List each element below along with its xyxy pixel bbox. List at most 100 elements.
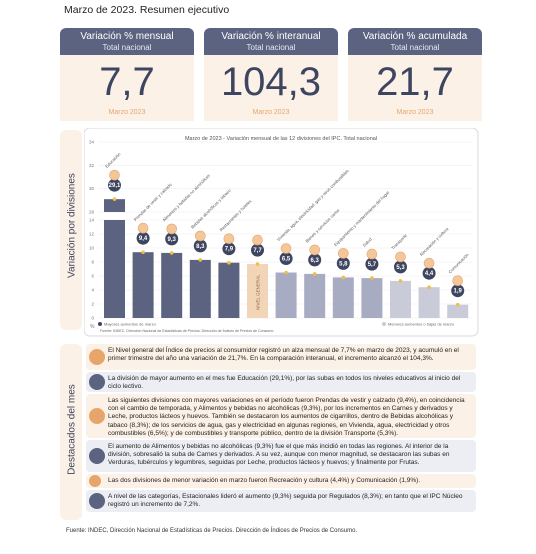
bar-dot <box>427 285 431 289</box>
division-variation-chart: Marzo de 2023 - Variación mensual de las… <box>84 128 479 337</box>
clothing-icon <box>89 408 105 424</box>
kpi-yoy-title: Variación % interanual <box>221 31 321 42</box>
y-tick-label: 6 <box>91 274 94 279</box>
highlight-text: Las dos divisiones de menor variación en… <box>108 477 421 484</box>
kpi-yoy-subtitle: Total nacional <box>246 43 296 52</box>
bar <box>447 304 469 318</box>
highlight-text: A nivel de las categorías, Estacionales … <box>108 493 463 509</box>
y-tick-label: 8 <box>91 260 94 265</box>
kpi-monthly-body: 7,7 Marzo 2023 <box>60 55 194 121</box>
page-title: Marzo de 2023. Resumen ejecutivo <box>64 4 230 16</box>
division-icon <box>195 230 206 242</box>
highlights-title: Destacados del mes <box>66 384 78 475</box>
value-badge <box>108 178 121 192</box>
y-unit-label: % <box>90 324 95 330</box>
division-icon <box>252 234 263 246</box>
chart-title: Marzo de 2023 - Variación mensual de las… <box>185 136 377 142</box>
highlight-item: Las dos divisiones de menor variación en… <box>86 474 476 488</box>
value-badge <box>422 266 436 280</box>
value-badge <box>279 252 293 265</box>
value-badge <box>394 260 407 274</box>
bar-dot <box>312 272 317 276</box>
y-tick-label: 32 <box>89 163 95 168</box>
bar-dot <box>370 276 374 280</box>
value-badge <box>165 232 179 246</box>
bar <box>304 273 326 318</box>
division-icon <box>395 251 406 263</box>
food-icon <box>89 448 105 464</box>
division-icon <box>137 222 149 234</box>
bar <box>390 280 411 318</box>
kpi-cumulative-header: Variación % acumulada Total nacional <box>348 28 482 55</box>
division-icon <box>337 248 349 259</box>
bar-dot <box>198 258 203 262</box>
division-icon <box>280 243 292 254</box>
bar <box>161 252 183 318</box>
bar <box>189 259 211 318</box>
division-icon <box>223 233 235 244</box>
bar-dot <box>255 262 260 266</box>
kpi-cumulative-subtitle: Total nacional <box>390 43 440 52</box>
value-label: 9,4 <box>139 236 148 242</box>
y-tick-label: 30 <box>89 186 95 191</box>
y-tick-label: 0 <box>91 316 94 321</box>
value-badge <box>136 231 150 245</box>
kpi-yoy-value: 104,3 <box>220 60 322 104</box>
kpi-monthly-subtitle: Total nacional <box>102 43 152 52</box>
bar <box>418 287 440 318</box>
legend-marker-light <box>382 322 386 326</box>
value-label: 1,9 <box>454 289 463 295</box>
value-badge <box>308 253 322 267</box>
value-label: 8,3 <box>196 244 205 250</box>
kpi-monthly-period: Marzo 2023 <box>108 109 146 116</box>
value-label: 29,1 <box>109 183 121 189</box>
value-badge <box>193 239 207 253</box>
bar <box>275 272 297 318</box>
highlight-item: La división de mayor aumento en el mes f… <box>86 372 476 392</box>
kpi-cumulative-period: Marzo 2023 <box>396 109 434 116</box>
highlight-text: Las siguientes divisiones con mayores va… <box>108 397 465 437</box>
highlight-item: El Nivel general del Índice de precios a… <box>86 344 476 370</box>
bar-dot <box>169 251 174 255</box>
legend-left: Mayores aumentos de marzo <box>104 322 157 327</box>
highlight-item: Las siguientes divisiones con mayores va… <box>86 394 476 438</box>
value-badge <box>336 256 350 270</box>
kpi-monthly-value: 7,7 <box>99 60 155 104</box>
value-label: 5,3 <box>396 265 405 271</box>
division-icon <box>423 257 435 269</box>
page-footer: Fuente: INDEC, Dirección Nacional de Est… <box>66 528 358 534</box>
division-icon <box>366 248 378 260</box>
y-tick-label: 2 <box>91 302 94 307</box>
value-badge <box>365 257 379 271</box>
phone-icon <box>89 475 101 487</box>
legend-marker-dark <box>98 322 102 326</box>
value-label: 7,9 <box>225 247 234 253</box>
value-label: 6,5 <box>282 257 291 263</box>
division-icon <box>109 169 120 181</box>
value-badge <box>451 284 465 298</box>
division-icon <box>166 223 177 235</box>
division-icon <box>452 275 464 286</box>
kpi-yoy-period: Marzo 2023 <box>252 109 290 116</box>
legend-right: Menores aumentos o bajas de marzo <box>388 322 455 327</box>
bar-dot <box>341 275 346 280</box>
book-icon <box>89 374 105 390</box>
bar-dot <box>141 250 145 254</box>
highlights-side-label: Destacados del mes <box>60 344 82 520</box>
value-label: 6,3 <box>311 258 320 264</box>
value-label: 9,3 <box>168 237 177 243</box>
kpi-yoy-header: Variación % interanual Total nacional <box>204 28 338 55</box>
y-tick-label: 12 <box>89 232 95 237</box>
chart-source: Fuente: INDEC, Dirección Nacional de Est… <box>100 329 274 333</box>
kpi-yoy-body: 104,3 Marzo 2023 <box>204 55 338 121</box>
bar-dot <box>284 270 288 275</box>
y-tick-label: 28 <box>89 210 95 215</box>
cart-icon <box>89 349 105 365</box>
bar <box>332 277 354 318</box>
kpi-cumulative-body: 21,7 Marzo 2023 <box>348 55 482 121</box>
bar <box>247 264 268 318</box>
bar <box>132 252 154 318</box>
chart-ylabel: Variación por divisiones <box>66 173 78 278</box>
bar-dot <box>227 260 231 265</box>
bar-dot <box>455 302 460 307</box>
